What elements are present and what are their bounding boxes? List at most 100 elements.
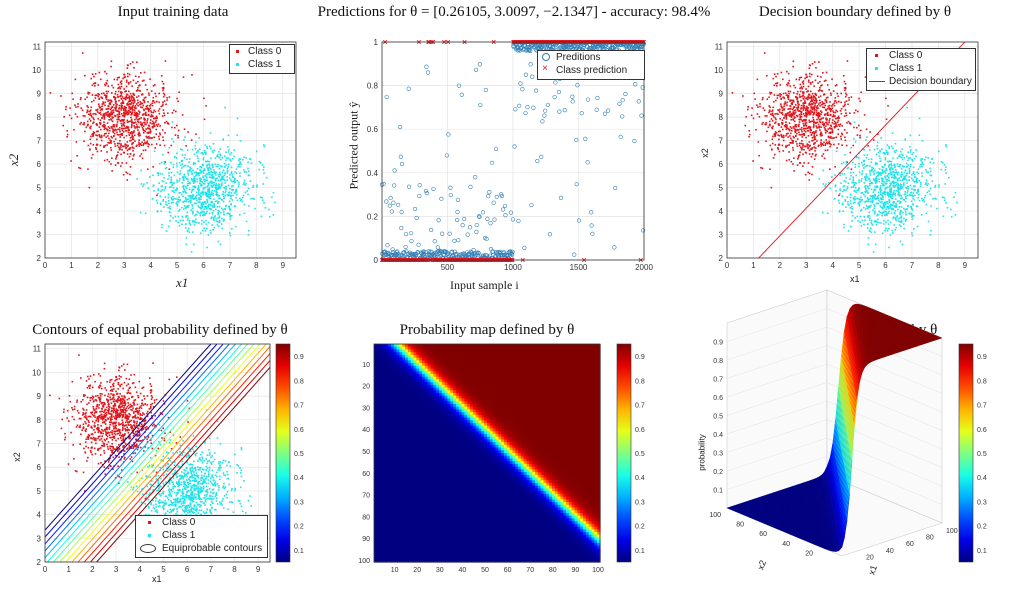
class0-point	[117, 146, 120, 149]
class0-point	[66, 130, 68, 132]
class0-point	[821, 72, 824, 74]
class1-point	[218, 171, 221, 173]
class1-point	[867, 215, 870, 217]
class1-point	[214, 200, 217, 203]
class1-point	[213, 206, 215, 209]
class0-point	[859, 134, 861, 137]
class0-point	[110, 60, 113, 63]
class1-point	[179, 172, 182, 175]
class1-point	[196, 199, 198, 202]
class0-point	[127, 148, 130, 150]
x-tick-label: 1500	[570, 263, 588, 272]
class0-point	[795, 125, 798, 128]
class0-point	[74, 113, 77, 115]
class1-point	[863, 223, 865, 226]
class1-point	[898, 165, 901, 168]
class0-point	[190, 139, 193, 141]
class0-point	[121, 100, 124, 102]
class0-point	[171, 112, 174, 114]
class0-point	[133, 109, 136, 112]
class1-point	[203, 151, 206, 154]
class1-point	[185, 200, 188, 202]
prediction-point	[384, 199, 389, 204]
class0-point	[811, 96, 813, 99]
class1-point	[866, 176, 869, 178]
class1-point	[194, 180, 196, 182]
class1-point	[185, 216, 187, 218]
class1-point	[178, 224, 181, 227]
class0-point	[105, 112, 107, 114]
class0-point	[133, 147, 135, 149]
class1-point	[852, 185, 855, 188]
class0-point	[89, 142, 92, 145]
class1-point	[185, 206, 188, 208]
class0-point	[814, 150, 816, 152]
class1-point	[191, 207, 194, 210]
x-tick-label: 1000	[504, 263, 522, 272]
class1-point	[896, 200, 899, 203]
class1-point	[890, 166, 892, 169]
class0-point	[133, 101, 136, 104]
class0-point	[126, 93, 128, 96]
class1-point	[216, 206, 219, 208]
class0-point	[770, 186, 773, 189]
class1-point	[858, 200, 861, 203]
class1-point	[210, 202, 213, 204]
class0-point	[151, 123, 153, 125]
class0-point	[839, 110, 842, 112]
class1-point	[226, 194, 229, 196]
class0-point	[106, 115, 109, 117]
class0-point	[105, 96, 108, 99]
class1-point	[213, 204, 216, 206]
class1-point	[206, 198, 208, 201]
class0-point	[836, 117, 839, 119]
class0-point	[129, 107, 132, 110]
class1-point	[186, 219, 189, 221]
class0-point	[112, 124, 115, 126]
class1-point	[878, 199, 880, 202]
class0-point	[127, 100, 130, 103]
class1-point	[172, 198, 175, 200]
class0-point	[135, 123, 138, 126]
class0-point	[777, 148, 780, 151]
class1-point	[260, 215, 263, 218]
class1-point	[858, 181, 861, 184]
class1-point	[885, 182, 888, 185]
class0-point	[90, 115, 93, 118]
class1-point	[860, 196, 862, 198]
class0-point	[832, 115, 835, 118]
class0-point	[109, 141, 112, 143]
class1-point	[852, 178, 855, 181]
class0-point	[792, 92, 795, 94]
class1-point	[194, 141, 197, 144]
class1-point	[243, 169, 245, 171]
prediction-point	[601, 45, 606, 50]
class1-point	[920, 183, 922, 186]
class0-point	[137, 110, 140, 112]
class0-point	[814, 104, 816, 107]
class0-point	[834, 166, 836, 168]
class1-point	[238, 213, 241, 216]
class0-point	[94, 82, 97, 85]
class1-point	[193, 220, 196, 223]
class0-point	[811, 132, 814, 135]
class0-point	[832, 111, 835, 114]
class1-point	[903, 199, 906, 201]
class1-point	[186, 211, 189, 214]
class1-point	[917, 196, 919, 199]
class1-point	[909, 194, 912, 196]
y-tick-label: 8	[37, 113, 42, 122]
class1-point	[925, 169, 927, 171]
class0-point	[820, 141, 822, 144]
class0-point	[813, 125, 815, 127]
class0-point	[133, 100, 136, 102]
class1-point	[178, 173, 181, 176]
class1-point	[191, 148, 194, 151]
class0-point	[805, 109, 807, 112]
class0-point	[110, 140, 112, 142]
class0-point	[141, 141, 143, 144]
class0-point	[168, 96, 171, 98]
class0-point	[811, 139, 813, 142]
class1-point	[849, 202, 852, 205]
class0-point	[137, 95, 140, 97]
